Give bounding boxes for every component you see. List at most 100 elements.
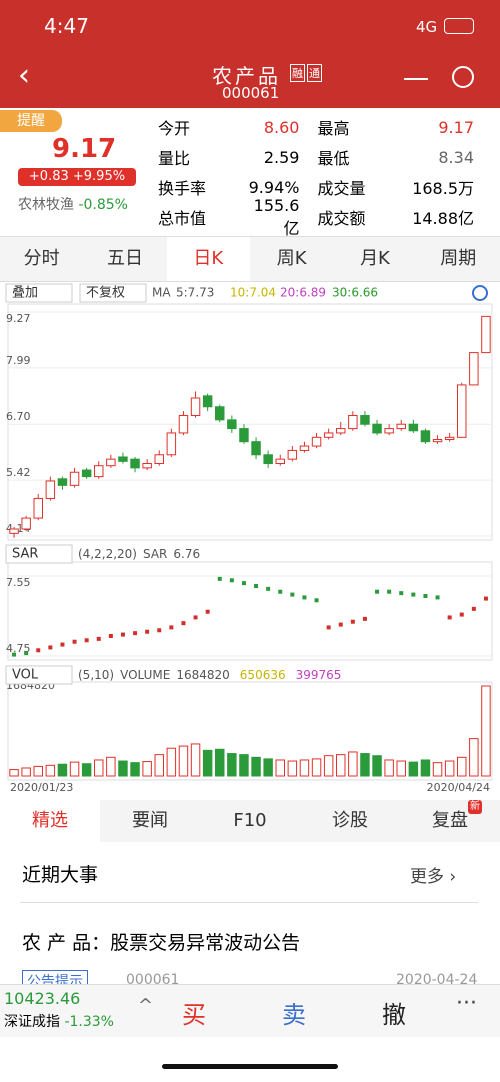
price: 9.17	[52, 134, 117, 164]
y-tick-label: 6.70	[6, 410, 31, 423]
sar-dot	[375, 589, 380, 594]
volume-bar	[457, 756, 467, 777]
candle-body	[9, 528, 19, 534]
indicator-button[interactable]	[5, 544, 73, 564]
sar-dot	[278, 589, 283, 594]
candle-body	[251, 441, 261, 456]
sar-dot	[254, 584, 259, 588]
stat-label: 最低	[317, 149, 350, 168]
sar-dot	[435, 595, 440, 600]
bottom-tab[interactable]: F10	[233, 810, 267, 831]
sar-dot	[387, 589, 392, 594]
indicator-name: VOL	[12, 668, 39, 683]
sector-name: 农林牧渔	[18, 197, 74, 213]
tab[interactable]: 日K	[166, 237, 250, 281]
toolbar-label: 不复权	[86, 285, 125, 301]
tab[interactable]: 月K	[360, 248, 390, 269]
tab[interactable]: 五日	[106, 248, 143, 269]
bottom-tab[interactable]: 要闻	[132, 810, 168, 831]
candle-body	[444, 436, 455, 441]
stat-label: 今开	[158, 119, 191, 138]
menu[interactable]	[404, 78, 428, 80]
candle-body	[287, 449, 298, 460]
volume-ma: 399765	[296, 668, 342, 682]
headline[interactable]: 农 产 品：股票交易异常波动公告	[22, 932, 301, 954]
tab[interactable]: 周期	[440, 248, 477, 269]
candle-body	[106, 458, 116, 467]
bottom-tab[interactable]: 精选	[0, 800, 100, 842]
sar-dot	[120, 632, 125, 637]
cancel[interactable]: 撤	[382, 1001, 406, 1029]
candle-body	[263, 454, 273, 465]
settings[interactable]	[472, 285, 488, 301]
candle-body	[227, 419, 237, 430]
candle-body	[118, 456, 128, 462]
volume-bar	[21, 767, 31, 777]
volume-bar	[81, 763, 92, 777]
candle-body	[360, 414, 370, 425]
volume-bar	[118, 760, 128, 777]
candle-body	[190, 397, 201, 416]
candle-body	[57, 478, 68, 486]
toolbar-button[interactable]	[5, 283, 73, 303]
sar-dot	[24, 651, 29, 656]
expand[interactable]: ^	[138, 995, 154, 1016]
index: 深证成指 -1.33%	[4, 1011, 114, 1031]
alert-tag[interactable]: 提醒	[0, 110, 62, 132]
sector-change: -0.85%	[78, 197, 128, 213]
volume-bar	[323, 755, 334, 777]
indicator-button[interactable]	[5, 665, 73, 685]
y-tick-label: 9.27	[6, 312, 31, 325]
network: 4G	[416, 18, 438, 36]
sar-dot	[133, 631, 138, 636]
y-tick-label: 7.55	[6, 576, 31, 589]
volume-bar	[420, 759, 431, 777]
stat-label: 量比	[158, 149, 191, 168]
sar-dot	[447, 615, 452, 620]
indicator-info: (5,10) VOLUME 1684820 650636 399765	[78, 668, 341, 682]
bottom-tab[interactable]: 诊股	[332, 810, 368, 831]
change-value: +0.83	[28, 169, 69, 184]
volume-bar	[408, 761, 419, 777]
tab[interactable]: 分时	[23, 248, 60, 269]
back[interactable]: ‹	[18, 58, 30, 93]
sar-dot	[60, 642, 65, 647]
volume-bar	[360, 753, 370, 777]
more[interactable]: 更多 ›	[410, 867, 457, 887]
volume-bar	[69, 761, 80, 777]
candle-body	[166, 432, 177, 456]
toolbar-button[interactable]	[79, 283, 147, 303]
battery	[444, 18, 474, 34]
stat-value: 2.59	[263, 147, 300, 167]
sar-dot	[302, 595, 307, 600]
search[interactable]	[452, 66, 474, 88]
period-tabs: 分时 五日 日K 周K 月K 周期	[0, 236, 500, 282]
candle-body	[384, 428, 394, 434]
stat-row: 今开 8.60 最高 9.17	[158, 112, 474, 142]
sell[interactable]: 卖	[282, 1001, 306, 1029]
footer: 10423.46 深证成指 -1.33% ^ 买 卖 撤 ···	[0, 984, 500, 1037]
divider	[20, 902, 478, 903]
date-label: 2020/04/24	[427, 781, 490, 794]
stat-value: 9.94%	[248, 177, 300, 197]
sar-dot	[471, 606, 476, 611]
sar-dot	[205, 609, 210, 614]
badge: 通	[307, 64, 322, 82]
more-menu[interactable]: ···	[456, 991, 477, 1016]
sar-dot	[108, 634, 113, 638]
stat-label: 成交量	[317, 179, 366, 198]
tab[interactable]: 周K	[276, 248, 307, 269]
bottom-tab[interactable]: 复盘新	[432, 800, 482, 831]
candle-body	[178, 414, 189, 434]
buy[interactable]: 买	[182, 1001, 206, 1029]
volume-bar	[94, 759, 104, 777]
volume-ma: 650636	[240, 668, 286, 682]
volume-bar	[251, 756, 261, 777]
more-text: 更多	[410, 867, 444, 887]
volume-bar	[384, 759, 394, 777]
sar-dot	[84, 638, 89, 643]
stat-row: 量比 2.59 最低 8.34	[158, 142, 474, 172]
volume-bar	[45, 764, 56, 777]
volume-bar	[287, 760, 298, 777]
badges: 融通	[290, 64, 322, 82]
